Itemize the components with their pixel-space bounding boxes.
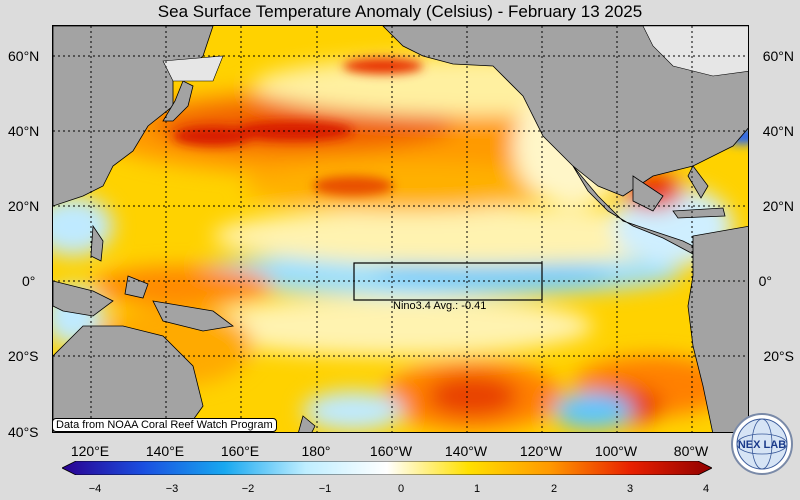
lon-label-100w: 100°W [594,443,638,459]
lat-label-20n-right: 20°N [762,198,794,214]
lat-label-20s-right: 20°S [763,348,794,364]
colorbar [62,461,712,475]
lat-label-0-left: 0° [22,273,36,289]
lon-label-120e: 120°E [70,443,110,459]
nino34-avg-label: Nino3.4 Avg.: -0.41 [393,300,487,312]
lon-label-180: 180° [301,443,331,459]
colorbar-tick-neg4: −4 [88,483,102,495]
lat-label-60n-right: 60°N [762,48,794,64]
data-credit: Data from NOAA Coral Reef Watch Program [52,418,277,432]
nino34-box [353,262,543,301]
colorbar-tick-2: 2 [550,483,558,495]
nexlab-logo: NEX LAB [731,413,793,475]
lat-label-0-right: 0° [758,273,772,289]
lat-label-40n-left: 40°N [8,123,40,139]
lat-label-40s-left: 40°S [8,424,39,440]
lon-label-120w: 120°W [519,443,563,459]
lat-label-40n-right: 40°N [762,123,794,139]
sst-anomaly-map [52,25,749,433]
colorbar-tick-0: 0 [397,483,405,495]
landmass [53,26,748,432]
logo-text: NEX LAB [738,439,786,451]
lon-label-160w: 160°W [369,443,413,459]
colorbar-tick-neg3: −3 [165,483,179,495]
lat-label-20s-left: 20°S [8,348,39,364]
graticule [53,26,748,432]
map-title: Sea Surface Temperature Anomaly (Celsius… [157,2,643,21]
colorbar-tick-3: 3 [626,483,634,495]
colorbar-tick-neg1: −1 [318,483,332,495]
lon-label-140e: 140°E [145,443,185,459]
colorbar-tick-4: 4 [702,483,710,495]
colorbar-tick-1: 1 [473,483,481,495]
colorbar-tick-neg2: −2 [241,483,255,495]
lon-label-80w: 80°W [673,443,709,459]
lon-label-160e: 160°E [220,443,260,459]
lon-label-140w: 140°W [444,443,488,459]
lat-label-60n-left: 60°N [8,48,40,64]
lat-label-20n-left: 20°N [8,198,40,214]
